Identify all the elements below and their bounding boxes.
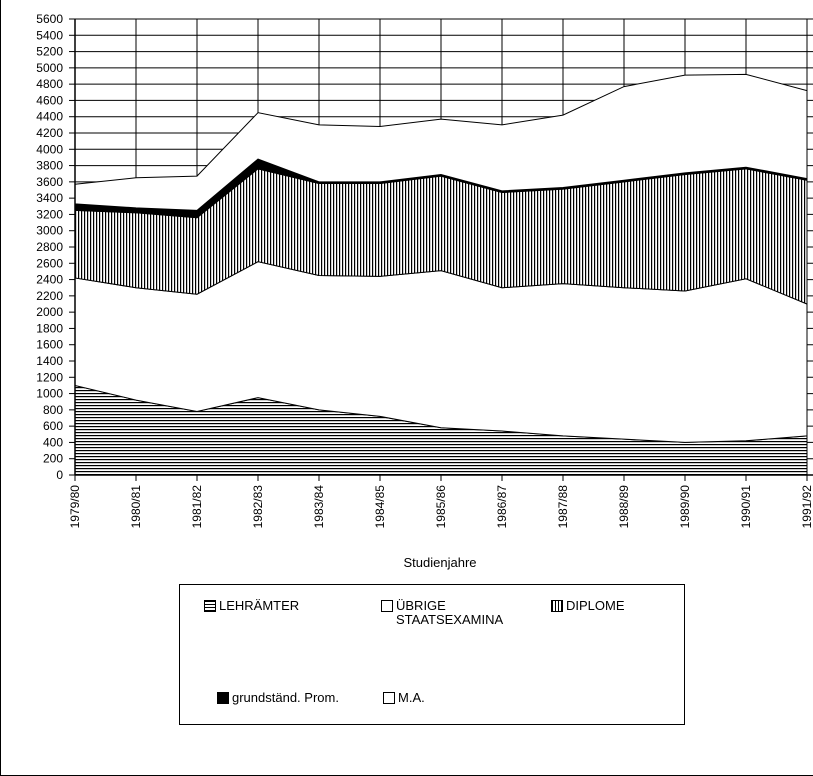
x-tick-label: 1985/86 [434, 485, 448, 529]
legend-label: LEHRÄMTER [219, 598, 300, 613]
y-tick-label: 800 [43, 403, 63, 417]
y-tick-label: 200 [43, 452, 63, 466]
legend: LEHRÄMTER ÜBRIGE STAATSEXAMINA DIPLOME g… [179, 584, 685, 725]
area-series-4 [74, 73, 808, 211]
x-tick-label: 1987/88 [556, 485, 570, 529]
x-tick-label: 1984/85 [373, 485, 387, 529]
y-tick-label: 2000 [36, 305, 63, 319]
x-tick-label: 1982/83 [251, 485, 265, 529]
y-tick-label: 4800 [36, 77, 63, 91]
legend-item-diplome: DIPLOME [551, 599, 625, 613]
y-tick-label: 4400 [36, 110, 63, 124]
x-tick-label: 1980/81 [129, 485, 143, 529]
area-layer [74, 73, 808, 476]
y-tick-label: 5000 [36, 61, 63, 75]
legend-label: DIPLOME [566, 598, 625, 613]
y-tick-label: 4600 [36, 93, 63, 107]
y-tick-label: 2200 [36, 289, 63, 303]
y-tick-label: 1600 [36, 338, 63, 352]
y-tick-label: 1000 [36, 387, 63, 401]
y-tick-label: 2800 [36, 240, 63, 254]
x-tick-label: 1979/80 [68, 485, 82, 529]
legend-item-ma: M.A. [383, 691, 425, 705]
legend-label: ÜBRIGE STAATSEXAMINA [396, 598, 504, 627]
legend-swatch-white [381, 600, 393, 612]
y-tick-label: 0 [56, 468, 63, 482]
y-tick-label: 3400 [36, 191, 63, 205]
x-tick-label: 1981/82 [190, 485, 204, 529]
y-tick-label: 400 [43, 435, 63, 449]
y-tick-label: 3000 [36, 224, 63, 238]
legend-swatch-black [217, 692, 229, 704]
x-axis-title: Studienjahre [404, 555, 477, 570]
y-tick-label: 600 [43, 419, 63, 433]
x-tick-label: 1986/87 [495, 485, 509, 529]
y-tick-label: 3600 [36, 175, 63, 189]
y-tick-label: 5600 [36, 12, 63, 26]
y-tick-label: 2600 [36, 256, 63, 270]
legend-swatch-white [383, 692, 395, 704]
legend-item-staatsexamina: ÜBRIGE STAATSEXAMINA [381, 599, 503, 627]
legend-swatch-horizontal-stripes [204, 600, 216, 612]
y-tick-label: 2400 [36, 273, 63, 287]
y-tick-label: 4200 [36, 126, 63, 140]
y-tick-label: 4000 [36, 142, 63, 156]
y-tick-label: 1200 [36, 370, 63, 384]
y-tick-label: 3800 [36, 159, 63, 173]
y-tick-label: 5200 [36, 45, 63, 59]
x-tick-label: 1989/90 [678, 485, 692, 529]
x-tick-label: 1990/91 [739, 485, 753, 529]
legend-swatch-vertical-stripes [551, 600, 563, 612]
legend-item-lehraemter: LEHRÄMTER [204, 599, 299, 613]
axis-layer: 0 200 400 600 800 1000 1200 1400 1600 1800 2000 220… [36, 12, 813, 528]
x-tick-label: 1983/84 [312, 485, 326, 529]
legend-label: M.A. [398, 690, 425, 705]
y-tick-label: 1800 [36, 321, 63, 335]
x-tick-label: 1988/89 [617, 485, 631, 529]
legend-item-promotion: grundständ. Prom. [217, 691, 339, 705]
legend-label: grundständ. Prom. [232, 690, 339, 705]
y-tick-label: 1400 [36, 354, 63, 368]
y-tick-label: 3200 [36, 207, 63, 221]
x-tick-label: 1991/92 [800, 485, 813, 529]
y-tick-label: 5400 [36, 28, 63, 42]
